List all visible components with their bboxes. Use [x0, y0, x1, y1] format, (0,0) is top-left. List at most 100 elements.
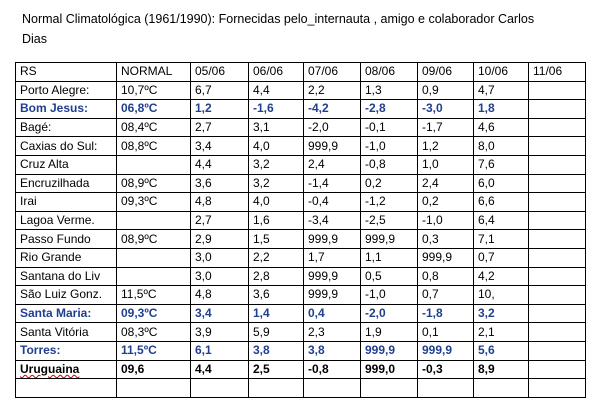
- station-cell: Passo Fundo: [15, 229, 117, 249]
- value-cell: [528, 266, 586, 287]
- value-cell: -0,1: [360, 117, 418, 138]
- column-header: 05/06: [190, 62, 249, 82]
- value-cell: 2,9: [190, 229, 249, 249]
- column-header: RS: [15, 62, 117, 82]
- value-cell: [528, 359, 586, 380]
- value-cell: [528, 303, 586, 324]
- value-cell: 2,4: [303, 154, 361, 175]
- value-cell: 999,9: [303, 266, 361, 287]
- empty-row: [15, 378, 586, 398]
- value-cell: 0,2: [360, 173, 418, 194]
- value-cell: -2,8: [360, 99, 418, 119]
- value-cell: 6,7: [190, 80, 249, 101]
- value-cell: 2,7: [190, 210, 249, 231]
- value-cell: -2,5: [360, 210, 418, 231]
- column-header: 09/06: [417, 62, 474, 82]
- station-cell: Encruzilhada: [15, 173, 117, 194]
- value-cell: 4,4: [190, 154, 249, 175]
- normal-cell: 08,8ºC: [116, 136, 191, 156]
- value-cell: 0,8: [417, 266, 474, 287]
- data-row: Santa Maria: 09,3ºC 3,4 1,4 0,4 -2,0 -1,8 3,2: [15, 303, 586, 324]
- data-row: Porto Alegre: 10,7ºC 6,7 4,4 2,2 1,3 0,9 4,7: [15, 80, 586, 101]
- value-cell: 4,8: [190, 192, 249, 212]
- station-cell: Caxias do Sul:: [15, 136, 117, 156]
- empty-cell: [528, 378, 586, 398]
- value-cell: 0,9: [417, 80, 474, 101]
- value-cell: 2,1: [473, 322, 529, 342]
- value-cell: -1,0: [360, 136, 418, 156]
- value-cell: 0,5: [360, 266, 418, 287]
- value-cell: 4,6: [473, 117, 529, 138]
- empty-cell: [248, 378, 304, 398]
- data-row: Santana do Liv 3,0 2,8 999,9 0,5 0,8 4,2: [15, 266, 586, 287]
- value-cell: -1,6: [248, 99, 304, 119]
- station-cell: Rio Grande: [15, 247, 117, 268]
- value-cell: 2,2: [248, 247, 304, 268]
- column-header: NORMAL: [116, 62, 191, 82]
- value-cell: 4,4: [190, 359, 249, 380]
- empty-cell: [15, 378, 117, 398]
- value-cell: 8,9: [473, 359, 529, 380]
- station-cell: Santana do Liv: [15, 266, 117, 287]
- column-header: 06/06: [248, 62, 304, 82]
- value-cell: 999,9: [303, 285, 361, 305]
- normal-cell: 09,6: [116, 359, 191, 380]
- value-cell: 1,2: [190, 99, 249, 119]
- value-cell: 1,1: [360, 247, 418, 268]
- station-cell: Uruguaina: [15, 359, 117, 380]
- value-cell: 999,9: [303, 229, 361, 249]
- station-cell: Bagé:: [15, 117, 117, 138]
- value-cell: [528, 154, 586, 175]
- value-cell: 1,2: [417, 136, 474, 156]
- value-cell: 6,0: [473, 173, 529, 194]
- value-cell: 2,7: [190, 117, 249, 138]
- normal-cell: 09,3ºC: [116, 303, 191, 324]
- value-cell: 0,3: [417, 229, 474, 249]
- value-cell: 1,4: [248, 303, 304, 324]
- value-cell: [528, 136, 586, 156]
- data-row: Lagoa Verme. 2,7 1,6 -3,4 -2,5 -1,0 6,4: [15, 210, 586, 231]
- value-cell: 1,8: [473, 99, 529, 119]
- value-cell: 3,8: [248, 340, 304, 361]
- value-cell: 3,4: [190, 136, 249, 156]
- data-row: Caxias do Sul: 08,8ºC 3,4 4,0 999,9 -1,0 1,2 8,…: [15, 136, 586, 156]
- value-cell: 5,9: [248, 322, 304, 342]
- normal-cell: 10,7ºC: [116, 80, 191, 101]
- empty-cell: [417, 378, 474, 398]
- value-cell: [528, 322, 586, 342]
- value-cell: 1,0: [417, 154, 474, 175]
- value-cell: [528, 340, 586, 361]
- column-header: 11/06: [528, 62, 586, 82]
- value-cell: 3,0: [190, 266, 249, 287]
- value-cell: 4,4: [248, 80, 304, 101]
- data-table: RS NORMAL 05/06 06/06 07/06 08/06 09/06 10/06 11…: [15, 62, 586, 398]
- value-cell: [528, 247, 586, 268]
- value-cell: 0,1: [417, 322, 474, 342]
- data-row: Encruzilhada 08,9ºC 3,6 3,2 -1,4 0,2 2,4 6,0: [15, 173, 586, 194]
- value-cell: 4,0: [248, 192, 304, 212]
- value-cell: 1,5: [248, 229, 304, 249]
- value-cell: 3,6: [190, 173, 249, 194]
- data-row: São Luiz Gonz. 11,5ºC 4,8 3,6 999,9 -1,0 0,7 10…: [15, 285, 586, 305]
- value-cell: 1,6: [248, 210, 304, 231]
- value-cell: -0,3: [417, 359, 474, 380]
- empty-cell: [116, 378, 191, 398]
- value-cell: -0,4: [303, 192, 361, 212]
- value-cell: 1,3: [360, 80, 418, 101]
- value-cell: 1,9: [360, 322, 418, 342]
- value-cell: 2,3: [303, 322, 361, 342]
- value-cell: 0,2: [417, 192, 474, 212]
- station-cell: Cruz Alta: [15, 154, 117, 175]
- data-row: Santa Vitória 08,3ºC 3,9 5,9 2,3 1,9 0,1 2,1: [15, 322, 586, 342]
- value-cell: [528, 229, 586, 249]
- value-cell: 999,9: [417, 247, 474, 268]
- value-cell: -1,8: [417, 303, 474, 324]
- value-cell: 999,9: [417, 340, 474, 361]
- station-cell: Porto Alegre:: [15, 80, 117, 101]
- value-cell: 2,5: [248, 359, 304, 380]
- table-body: RS NORMAL 05/06 06/06 07/06 08/06 09/06 10/06 11…: [15, 62, 586, 398]
- data-row: Uruguaina 09,6 4,4 2,5 -0,8 999,0 -0,3 8,9: [15, 359, 586, 380]
- normal-cell: 08,4ºC: [116, 117, 191, 138]
- value-cell: 3,0: [190, 247, 249, 268]
- value-cell: 4,8: [190, 285, 249, 305]
